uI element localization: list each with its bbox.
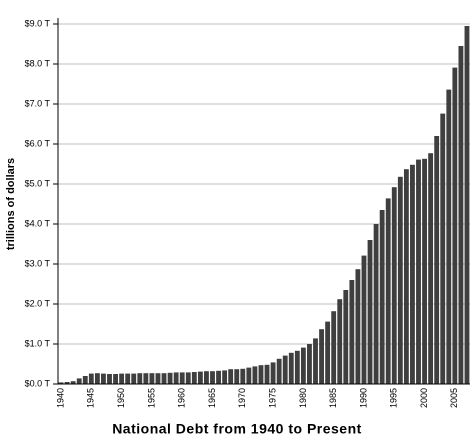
bar [101, 373, 106, 384]
x-tick-label: 1985 [328, 388, 338, 408]
bar [361, 255, 367, 384]
bar [197, 371, 203, 384]
bar [240, 368, 246, 384]
x-tick-label: 2005 [449, 388, 459, 408]
y-tick-label: $0.0 T [25, 378, 51, 388]
bar [234, 369, 240, 384]
x-tick-label: 1965 [207, 388, 217, 408]
bar [458, 46, 464, 384]
bar [367, 240, 373, 384]
y-tick-label: $3.0 T [25, 258, 51, 268]
x-tick-label: 1960 [177, 388, 187, 408]
bar [161, 373, 167, 384]
bar [125, 373, 131, 384]
bar [149, 373, 155, 384]
bar [258, 365, 264, 384]
bar [70, 381, 76, 384]
bar [94, 373, 100, 384]
bar [131, 373, 137, 384]
bar [373, 224, 379, 384]
bar [216, 370, 221, 384]
x-tick-label: 1980 [298, 388, 308, 408]
bar [210, 371, 215, 384]
bar [82, 376, 88, 384]
bar [76, 378, 82, 384]
bar [397, 176, 403, 384]
bar [391, 187, 397, 384]
bar [331, 311, 337, 384]
y-tick-label: $6.0 T [25, 138, 51, 148]
y-tick-label: $2.0 T [25, 298, 51, 308]
x-tick-label: 1995 [389, 388, 399, 408]
bar [204, 371, 209, 384]
y-tick-label: $5.0 T [25, 178, 51, 188]
y-tick-label: $8.0 T [25, 58, 51, 68]
bar [294, 350, 300, 384]
bar [252, 366, 258, 384]
bar [58, 382, 64, 384]
bar [222, 370, 228, 384]
bar [446, 89, 452, 384]
x-tick-label: 1940 [55, 388, 65, 408]
bar [191, 372, 197, 384]
bar [307, 344, 312, 384]
y-tick-label: $9.0 T [25, 18, 51, 28]
bar [452, 67, 458, 384]
bar [167, 372, 173, 384]
x-tick-label: 1975 [267, 388, 277, 408]
x-tick-label: 1970 [237, 388, 247, 408]
bar [179, 372, 185, 384]
bar [385, 198, 391, 384]
bar [434, 136, 440, 384]
chart-title: National Debt from 1940 to Present [112, 421, 362, 437]
bar [155, 373, 161, 384]
bar [440, 113, 446, 384]
bar [403, 169, 409, 384]
x-tick-label: 1990 [358, 388, 368, 408]
bar [379, 210, 385, 384]
bar [228, 369, 234, 384]
bar [300, 347, 306, 384]
bar [143, 373, 149, 384]
bar [173, 372, 179, 384]
bar [422, 158, 427, 384]
y-tick-label: $4.0 T [25, 218, 51, 228]
x-tick-label: 1945 [86, 388, 96, 408]
bar [319, 329, 324, 384]
y-axis-label: trillions of dollars [5, 158, 17, 250]
x-tick-label: 1950 [116, 388, 126, 408]
bar [64, 382, 70, 384]
bar [107, 374, 112, 384]
bar [88, 373, 94, 384]
bar [137, 373, 143, 384]
bar [416, 159, 421, 384]
bar [113, 374, 118, 384]
y-tick-label: $1.0 T [25, 338, 51, 348]
bar [282, 355, 288, 384]
y-tick-label: $7.0 T [25, 98, 51, 108]
bar [185, 372, 191, 384]
bar [464, 26, 470, 384]
bar [337, 299, 343, 384]
bar [313, 338, 318, 384]
bar [288, 352, 294, 384]
bar [270, 362, 276, 384]
bar [428, 153, 434, 384]
x-tick-label: 1955 [146, 388, 156, 408]
bar [276, 358, 282, 384]
bar [410, 164, 415, 384]
bar [264, 364, 270, 384]
x-tick-label: 2000 [419, 388, 429, 408]
bar [246, 367, 252, 384]
bar [355, 269, 361, 384]
bar [325, 321, 331, 384]
bar [343, 290, 349, 384]
bar [119, 373, 125, 384]
bar [349, 280, 355, 384]
